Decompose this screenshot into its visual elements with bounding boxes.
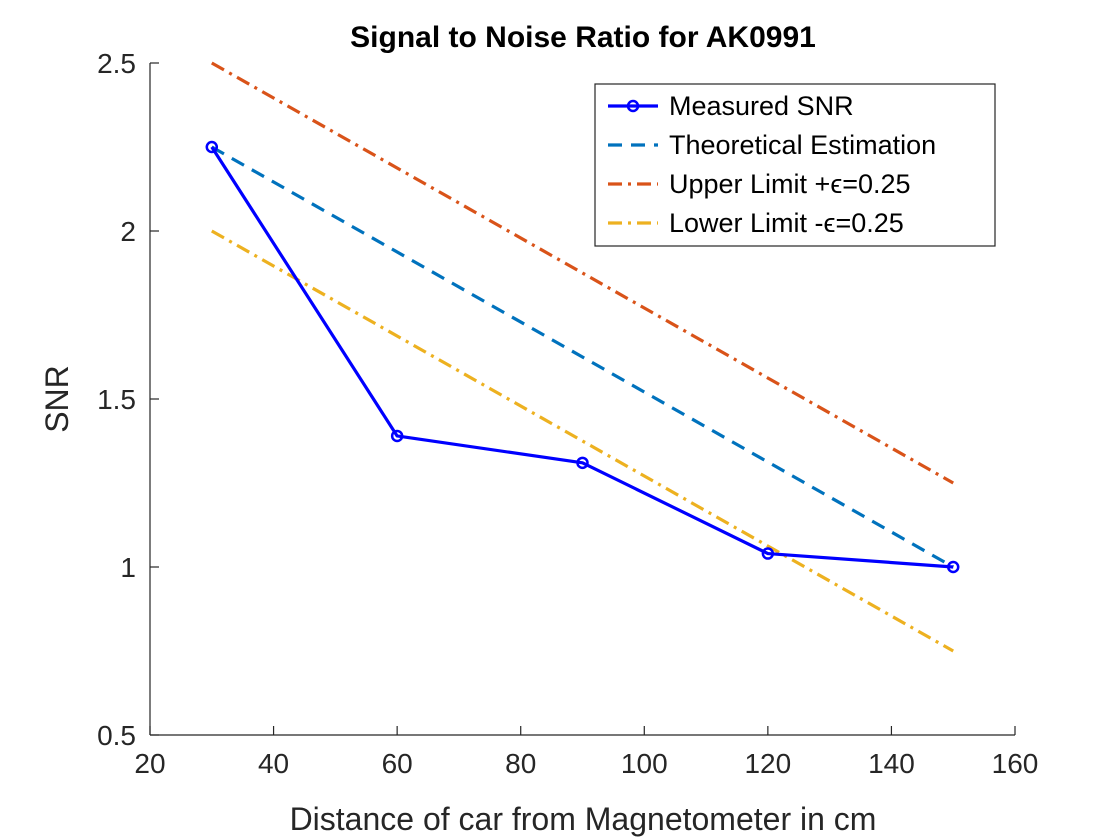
legend-label-0: Measured SNR — [669, 91, 854, 121]
x-tick-label: 100 — [621, 748, 668, 779]
y-tick-label: 0.5 — [97, 720, 136, 751]
x-tick-label: 20 — [134, 748, 165, 779]
x-tick-label: 140 — [868, 748, 915, 779]
x-tick-label: 60 — [382, 748, 413, 779]
x-tick-label: 40 — [258, 748, 289, 779]
x-tick-label: 120 — [744, 748, 791, 779]
legend-label-3: Lower Limit -ϵ=0.25 — [669, 208, 904, 238]
legend-marker — [626, 99, 640, 113]
chart-title: Signal to Noise Ratio for AK0991 — [350, 21, 816, 54]
series-line-1 — [210, 145, 955, 569]
plot-area: 20 40 60 80 100 120 140 160 0.5 1 1.5 2 2.5 — [97, 48, 1038, 779]
series-line-2 — [210, 61, 955, 485]
x-tick-label: 80 — [505, 748, 536, 779]
legend-label-1: Theoretical Estimation — [669, 130, 936, 160]
y-tick-label: 2.5 — [97, 48, 136, 79]
y-tick-label: 1 — [120, 552, 136, 583]
legend-label-2: Upper Limit +ϵ=0.25 — [669, 169, 911, 199]
y-tick-label: 1.5 — [97, 384, 136, 415]
data-point — [576, 456, 589, 470]
data-point — [761, 547, 775, 560]
data-point — [205, 140, 219, 154]
data-point — [390, 429, 404, 443]
y-tick-label: 2 — [120, 216, 136, 247]
x-axis-title: Distance of car from Magnetometer in cm — [290, 801, 877, 837]
y-axis-title: SNR — [39, 365, 75, 433]
series-line-0 — [210, 146, 954, 569]
series-line-3 — [210, 229, 955, 653]
data-point — [946, 560, 960, 574]
legend: Measured SNR Theoretical Estimation Upper … — [594, 83, 996, 247]
x-tick-label: 160 — [992, 748, 1039, 779]
legend-box — [594, 83, 996, 247]
